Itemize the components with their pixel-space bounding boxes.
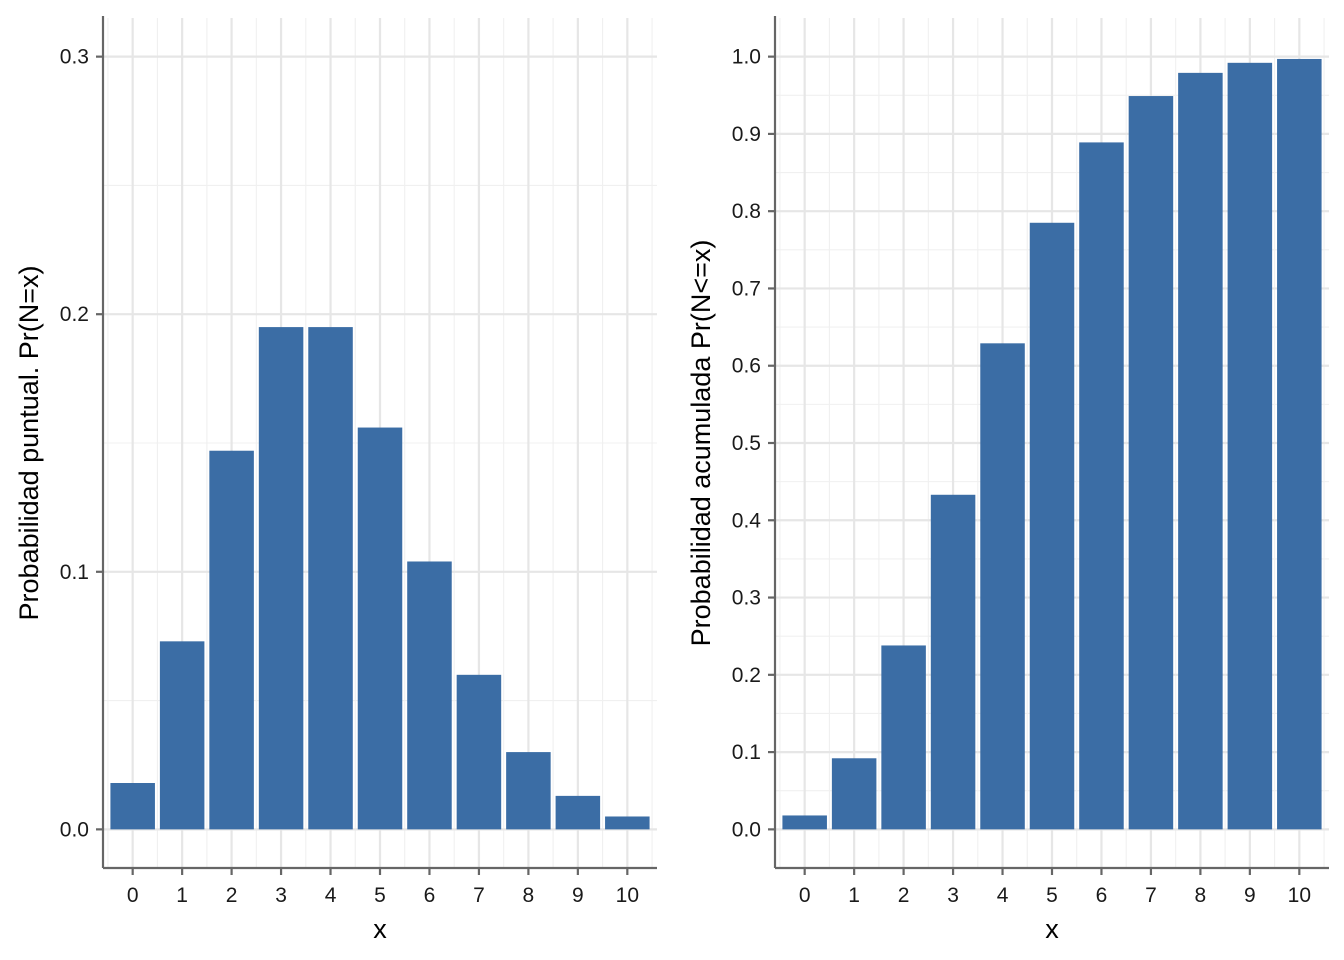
y-tick-label: 0.1	[60, 561, 89, 584]
bar-0	[110, 783, 155, 830]
y-tick-label: 0.4	[732, 509, 762, 532]
bar-0	[782, 815, 827, 830]
cdf-chart-panel: 0.0 0.1 0.2 0.3 0.4 0.5 0.6 0.7 0.8 0.9 1.0 0 1 2 3 4 5 6…	[686, 16, 1329, 944]
x-tick-label: 6	[424, 884, 436, 907]
bar-4	[308, 327, 353, 830]
bar-1	[159, 641, 205, 830]
y-tick-label: 0.2	[732, 664, 761, 687]
x-tick-label: 4	[997, 884, 1009, 907]
x-axis-title: x	[1045, 914, 1059, 944]
bar-8	[1178, 72, 1223, 830]
x-axis-title: x	[373, 914, 387, 944]
x-tick-label: 10	[616, 884, 639, 907]
x-tick-label: 5	[374, 884, 386, 907]
bar-1	[831, 758, 877, 830]
bar-10	[605, 816, 650, 830]
x-tick-label: 9	[1244, 884, 1256, 907]
y-tick-label: 0.3	[732, 587, 761, 610]
bar-2	[881, 645, 926, 830]
x-tick-label: 0	[799, 884, 811, 907]
y-tick-label: 0.8	[732, 200, 761, 223]
x-tick-label: 3	[947, 884, 959, 907]
x-tick-label: 5	[1046, 884, 1058, 907]
bar-4	[980, 343, 1025, 830]
bar-6	[1079, 142, 1124, 830]
y-tick-label: 0.1	[732, 741, 761, 764]
y-tick-label: 0.0	[60, 818, 89, 841]
bar-7	[1128, 96, 1174, 830]
bar-5	[1029, 222, 1075, 830]
y-tick-label: 1.0	[732, 46, 761, 69]
y-tick-label: 0.5	[732, 432, 761, 455]
x-tick-label: 2	[226, 884, 238, 907]
y-tick-label: 0.7	[732, 277, 761, 300]
y-axis-title: Probabilidad acumulada Pr(N<=x)	[686, 240, 716, 647]
x-tick-label: 6	[1096, 884, 1108, 907]
y-tick-label: 0.0	[732, 818, 761, 841]
x-tick-label: 8	[523, 884, 535, 907]
x-tick-label: 0	[127, 884, 139, 907]
x-tick-label: 7	[1145, 884, 1157, 907]
y-axis-title: Probabilidad puntual. Pr(N=x)	[14, 266, 44, 621]
x-tick-label: 1	[176, 884, 188, 907]
y-tick-label: 0.9	[732, 123, 761, 146]
bar-6	[407, 561, 452, 830]
y-tick-label: 0.3	[60, 46, 89, 69]
bar-9	[555, 795, 601, 830]
x-tick-label: 1	[848, 884, 860, 907]
x-tick-label: 9	[572, 884, 584, 907]
bar-5	[357, 427, 403, 830]
bar-9	[1227, 62, 1273, 830]
bar-10	[1277, 58, 1322, 830]
bar-2	[209, 450, 254, 830]
y-tick-label: 0.6	[732, 355, 761, 378]
x-tick-label: 2	[898, 884, 910, 907]
pmf-chart-panel: 0.0 0.1 0.2 0.3 0 1 2 3 4 5 6 7 8 9 10 x Probabilidad pu…	[14, 16, 657, 944]
x-tick-label: 3	[275, 884, 287, 907]
bar-3	[930, 494, 976, 830]
bar-3	[258, 327, 304, 830]
x-tick-label: 7	[473, 884, 485, 907]
x-tick-label: 10	[1288, 884, 1311, 907]
bar-8	[506, 752, 551, 830]
y-tick-label: 0.2	[60, 303, 89, 326]
x-tick-label: 4	[325, 884, 337, 907]
bar-7	[456, 674, 502, 830]
x-tick-label: 8	[1195, 884, 1207, 907]
